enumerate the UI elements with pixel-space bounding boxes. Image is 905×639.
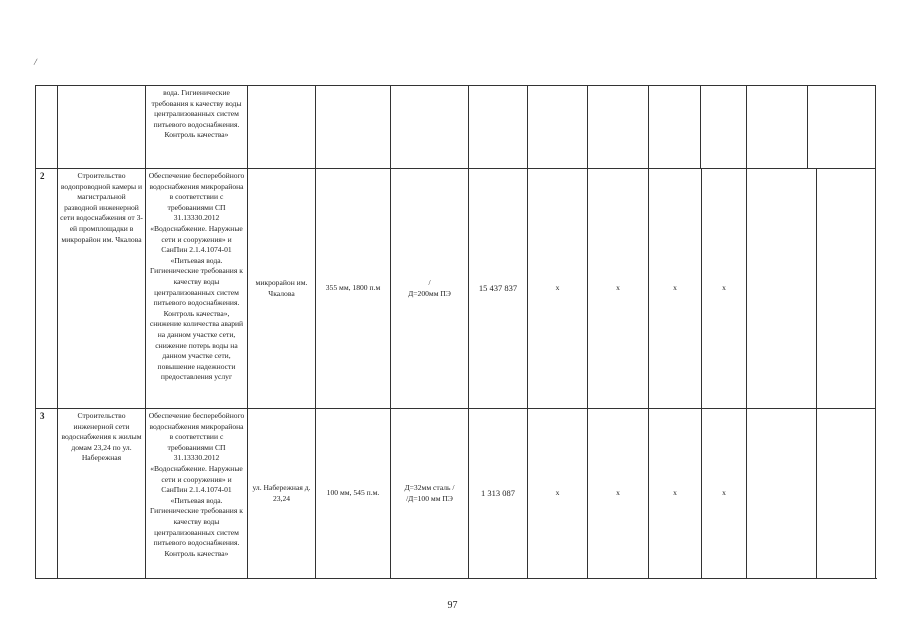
page-number: 97 — [447, 600, 458, 611]
x-mark-cell: x — [701, 408, 746, 578]
object-name: Строительство водопроводной камеры и маг… — [57, 168, 145, 408]
material-line: Д=200мм ПЭ — [408, 288, 451, 298]
empty-cell — [807, 85, 876, 168]
pen-mark: / — [33, 56, 38, 69]
empty-cell — [816, 168, 876, 408]
empty-cell — [746, 168, 816, 408]
purpose-text: вода. Гигиенические требования к качеств… — [145, 85, 247, 168]
material-cell: / Д=200мм ПЭ — [390, 168, 468, 408]
location-cell: ул. Набережная д. 23,24 — [247, 408, 315, 578]
location-cell — [247, 85, 315, 168]
x-mark-cell: x — [527, 168, 587, 408]
x-mark-cell: x — [587, 408, 648, 578]
empty-cell — [587, 85, 648, 168]
object-name: Строительство инженерной сети водоснабже… — [57, 408, 145, 578]
empty-cell — [746, 408, 816, 578]
x-mark-cell: x — [648, 168, 701, 408]
table-bottom-border — [35, 578, 877, 579]
cost-cell — [468, 85, 527, 168]
empty-cell — [648, 85, 700, 168]
material-line: /Д=100 мм ПЭ — [406, 493, 453, 503]
cost-cell: 1 313 087 — [468, 408, 527, 578]
x-mark-cell: x — [648, 408, 701, 578]
empty-cell — [700, 85, 746, 168]
diameter-cell: 100 мм, 545 п.м. — [315, 408, 390, 578]
row-number — [35, 85, 57, 168]
row-number: 2 — [35, 168, 57, 408]
cost-cell: 15 437 837 — [468, 168, 527, 408]
material-cell — [390, 85, 468, 168]
x-mark-cell: x — [587, 168, 648, 408]
row-number: 3 — [35, 408, 57, 578]
empty-cell — [816, 408, 876, 578]
material-cell: Д=32мм сталь / /Д=100 мм ПЭ — [390, 408, 468, 578]
x-mark-cell: x — [527, 408, 587, 578]
empty-cell — [746, 85, 807, 168]
diameter-cell: 355 мм, 1800 п.м — [315, 168, 390, 408]
location-cell: микрорайон им. Чкалова — [247, 168, 315, 408]
diameter-cell — [315, 85, 390, 168]
object-name — [57, 85, 145, 168]
x-mark-cell: x — [701, 168, 746, 408]
material-line: / — [428, 277, 431, 287]
purpose-text: Обеспечение бесперебойного водоснабжения… — [145, 168, 247, 408]
empty-cell — [527, 85, 587, 168]
purpose-text: Обеспечение бесперебойного водоснабжения… — [145, 408, 247, 578]
material-line: Д=32мм сталь / — [404, 482, 455, 492]
